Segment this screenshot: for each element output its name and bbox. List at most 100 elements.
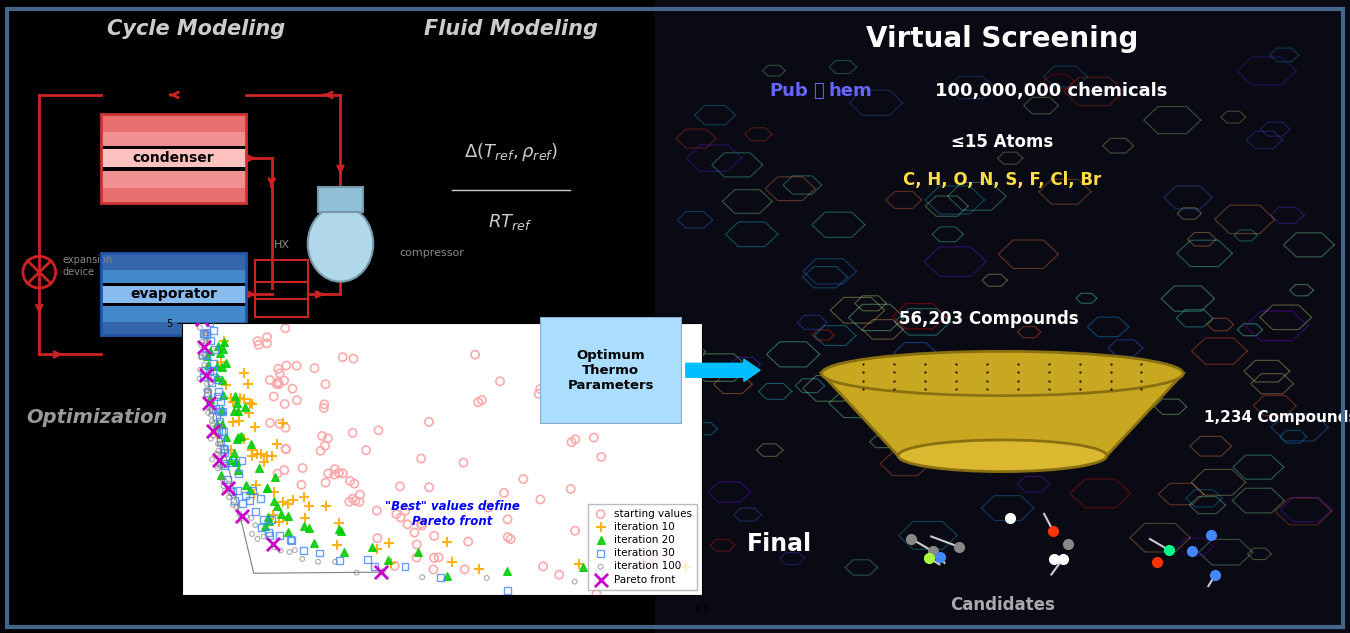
iteration 100 xyxy=(196,328,217,338)
iteration 100 xyxy=(197,402,219,412)
iteration 100 xyxy=(564,577,586,587)
starting values xyxy=(339,497,360,507)
iteration 100 xyxy=(201,454,223,465)
starting values xyxy=(497,532,518,542)
iteration 30 xyxy=(429,573,451,583)
iteration 30 xyxy=(293,545,315,555)
iteration 30 xyxy=(261,514,282,524)
iteration 30 xyxy=(209,436,231,446)
iteration 10 xyxy=(436,537,458,547)
iteration 10 xyxy=(242,451,263,461)
iteration 10 xyxy=(293,491,315,501)
iteration 100 xyxy=(201,404,223,414)
Text: evaporator: evaporator xyxy=(130,287,217,301)
iteration 30 xyxy=(196,388,217,398)
iteration 30 xyxy=(208,426,230,436)
starting values xyxy=(274,375,296,385)
iteration 30 xyxy=(258,527,279,537)
iteration 30 xyxy=(252,515,274,525)
iteration 100 xyxy=(193,298,215,308)
iteration 100 xyxy=(225,502,247,512)
Bar xyxy=(101,286,246,303)
starting values xyxy=(317,434,339,444)
iteration 100 xyxy=(215,486,236,496)
iteration 20 xyxy=(328,524,350,534)
Pareto front xyxy=(196,370,217,380)
iteration 10 xyxy=(220,392,242,403)
iteration 30 xyxy=(269,530,290,541)
iteration 10 xyxy=(294,513,316,523)
starting values xyxy=(941,570,963,580)
Text: Final: Final xyxy=(748,532,813,556)
starting values xyxy=(328,468,350,478)
iteration 100 xyxy=(221,499,243,510)
iteration 30 xyxy=(235,491,256,501)
starting values xyxy=(568,410,590,420)
iteration 10 xyxy=(213,336,235,346)
Text: Candidates: Candidates xyxy=(950,596,1054,614)
iteration 100 xyxy=(197,385,219,396)
Pareto front xyxy=(198,398,220,408)
iteration 10 xyxy=(240,398,262,408)
iteration 20 xyxy=(220,455,242,465)
iteration 10 xyxy=(256,451,278,461)
Bar xyxy=(101,171,246,189)
Text: condenser: condenser xyxy=(132,151,215,165)
starting values xyxy=(428,553,450,563)
Text: Virtual Screening: Virtual Screening xyxy=(867,25,1138,53)
iteration 20 xyxy=(215,358,236,368)
Text: $\mathit{\Delta(T_{ref}, \rho_{ref})}$: $\mathit{\Delta(T_{ref}, \rho_{ref})}$ xyxy=(463,141,558,163)
iteration 100 xyxy=(278,547,300,557)
Bar xyxy=(101,128,246,146)
starting values xyxy=(513,474,535,484)
iteration 20 xyxy=(225,457,247,467)
iteration 20 xyxy=(212,344,234,354)
iteration 30 xyxy=(193,329,215,339)
iteration 10 xyxy=(328,517,350,527)
iteration 100 xyxy=(189,287,211,297)
starting values xyxy=(342,428,363,438)
starting values xyxy=(274,399,296,409)
iteration 30 xyxy=(231,455,252,465)
starting values xyxy=(286,395,308,405)
iteration 100 xyxy=(193,360,215,370)
starting values xyxy=(644,552,666,562)
Pareto front xyxy=(208,454,230,465)
starting values xyxy=(583,432,605,442)
iteration 100 xyxy=(192,287,213,297)
iteration 10 xyxy=(468,563,490,573)
iteration 100 xyxy=(189,322,211,332)
iteration 20 xyxy=(240,485,262,495)
iteration 100 xyxy=(194,329,216,339)
iteration 20 xyxy=(227,434,248,444)
starting values xyxy=(564,434,586,444)
iteration 30 xyxy=(394,561,416,572)
iteration 10 xyxy=(216,380,238,390)
iteration 10 xyxy=(381,558,402,568)
iteration 30 xyxy=(193,371,215,381)
iteration 100 xyxy=(292,554,313,564)
iteration 30 xyxy=(209,417,231,427)
iteration 10 xyxy=(298,501,320,511)
iteration 20 xyxy=(212,404,234,415)
iteration 20 xyxy=(302,537,324,548)
iteration 10 xyxy=(568,560,590,570)
iteration 30 xyxy=(196,350,217,360)
iteration 10 xyxy=(367,544,389,554)
starting values xyxy=(367,425,389,436)
iteration 30 xyxy=(497,586,518,596)
starting values xyxy=(290,480,312,490)
iteration 20 xyxy=(211,362,232,372)
iteration 20 xyxy=(572,561,594,572)
iteration 20 xyxy=(225,456,247,467)
starting values xyxy=(309,446,331,456)
starting values xyxy=(274,323,296,334)
starting values xyxy=(275,444,297,454)
iteration 30 xyxy=(364,561,386,572)
iteration 20 xyxy=(213,337,235,348)
iteration 20 xyxy=(360,542,382,552)
iteration 20 xyxy=(408,547,429,557)
Bar xyxy=(319,187,363,212)
iteration 20 xyxy=(207,418,228,429)
Text: "Best" values define
Pareto front: "Best" values define Pareto front xyxy=(385,500,520,528)
